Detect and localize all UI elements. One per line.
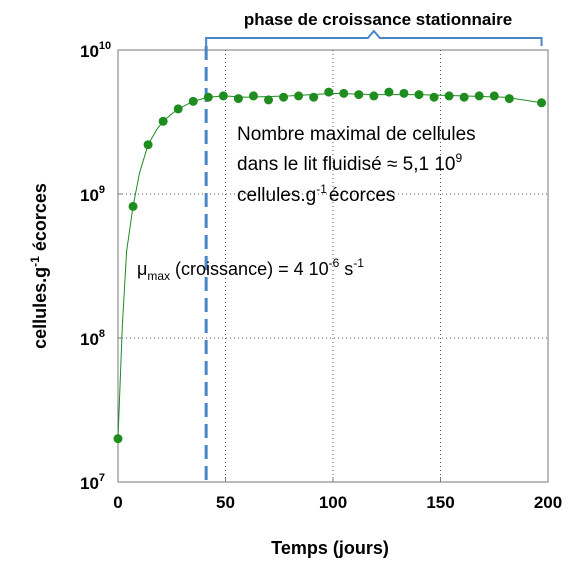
max-cells-line-3-prefix: cellules.g bbox=[237, 185, 316, 206]
data-point bbox=[264, 95, 273, 105]
phase-layer bbox=[204, 29, 543, 482]
points-layer bbox=[113, 87, 547, 444]
x-tick-layer: 0 50 100 150 200 bbox=[113, 477, 562, 512]
y-tick-label: 1010 bbox=[80, 40, 111, 61]
max-cells-line-3: cellules.g-1 écorces bbox=[237, 182, 395, 206]
mu-text: (croissance) = 4 10 bbox=[170, 259, 329, 279]
y-axis-label-tail: écorces bbox=[30, 183, 50, 256]
data-point bbox=[128, 201, 138, 211]
x-tick-label: 200 bbox=[534, 493, 562, 512]
data-point bbox=[489, 91, 499, 101]
data-point bbox=[414, 90, 424, 100]
data-point bbox=[324, 87, 334, 97]
data-point bbox=[504, 94, 514, 104]
data-point bbox=[339, 88, 349, 98]
max-cells-line-3-sup: -1 bbox=[316, 182, 327, 196]
mu-annotation: μmax (croissance) = 4 10-6 s-1 bbox=[137, 256, 364, 283]
data-point bbox=[294, 91, 304, 101]
data-point bbox=[173, 104, 183, 114]
mu-exponent: -6 bbox=[329, 256, 340, 270]
x-tick-label: 100 bbox=[319, 493, 347, 512]
max-cells-line-2-prefix: dans le lit fluidisé ≈ 5,1 10 bbox=[237, 154, 456, 175]
x-tick-label: 150 bbox=[426, 493, 454, 512]
max-cells-line-2: dans le lit fluidisé ≈ 5,1 109 bbox=[237, 151, 463, 175]
phase-bracket bbox=[205, 29, 543, 46]
max-cells-line-2-sup: 9 bbox=[456, 151, 463, 165]
data-point bbox=[459, 92, 469, 102]
data-point bbox=[203, 92, 213, 102]
data-point bbox=[309, 92, 319, 102]
data-point bbox=[233, 94, 243, 104]
y-axis-label-main: cellules.g bbox=[30, 267, 50, 349]
data-point bbox=[113, 434, 123, 444]
mu-unit: s bbox=[339, 259, 353, 279]
data-point bbox=[279, 92, 289, 102]
max-cells-line-1: Nombre maximal de cellules bbox=[237, 124, 476, 145]
data-point bbox=[188, 96, 198, 106]
y-axis-label: cellules.g-1 écorces bbox=[28, 183, 50, 349]
y-tick-layer: 107 108 109 1010 bbox=[80, 40, 123, 493]
data-point bbox=[218, 91, 228, 101]
data-point bbox=[537, 98, 547, 108]
max-cells-line-3-suffix: écorces bbox=[329, 185, 396, 206]
y-tick-label: 107 bbox=[80, 472, 105, 493]
grid-layer bbox=[118, 50, 548, 482]
data-point bbox=[369, 91, 379, 101]
y-tick-label: 108 bbox=[80, 328, 105, 349]
data-point bbox=[143, 140, 153, 150]
mu-unit-exponent: -1 bbox=[353, 256, 364, 270]
data-point bbox=[384, 87, 394, 97]
x-tick-label: 0 bbox=[113, 493, 122, 512]
bracket-label: phase de croissance stationnaire bbox=[244, 10, 512, 29]
max-cells-annotation: Nombre maximal de cellules dans le lit f… bbox=[237, 124, 476, 206]
mu-subscript: max bbox=[147, 269, 170, 283]
x-axis-label: Temps (jours) bbox=[271, 538, 389, 558]
data-point bbox=[248, 91, 258, 101]
data-point bbox=[158, 116, 168, 126]
y-axis-label-sup: -1 bbox=[28, 256, 42, 267]
data-point bbox=[399, 88, 409, 98]
x-tick-label: 50 bbox=[216, 493, 235, 512]
data-point bbox=[474, 91, 484, 101]
data-point bbox=[429, 92, 439, 102]
data-point bbox=[444, 91, 454, 101]
mu-symbol: μ bbox=[137, 259, 147, 279]
y-tick-label: 109 bbox=[80, 184, 105, 205]
data-point bbox=[354, 90, 364, 100]
